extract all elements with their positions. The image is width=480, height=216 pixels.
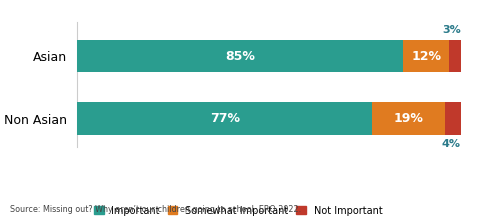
Text: 3%: 3%: [442, 25, 461, 35]
Text: 4%: 4%: [442, 139, 461, 149]
Text: 85%: 85%: [225, 49, 255, 63]
Text: Source: Missing out? Why aren’t our children going to school. ERO 2022.: Source: Missing out? Why aren’t our chil…: [10, 205, 301, 214]
Bar: [77, 102, 372, 135]
Bar: [77, 40, 403, 72]
Bar: [445, 102, 461, 135]
Text: 77%: 77%: [210, 112, 240, 125]
Text: 19%: 19%: [394, 112, 424, 125]
Bar: [403, 40, 449, 72]
Bar: [449, 40, 461, 72]
Text: 12%: 12%: [411, 49, 441, 63]
Legend: Important, Somewhat Important, Not Important: Important, Somewhat Important, Not Impor…: [90, 202, 386, 216]
Bar: [372, 102, 445, 135]
